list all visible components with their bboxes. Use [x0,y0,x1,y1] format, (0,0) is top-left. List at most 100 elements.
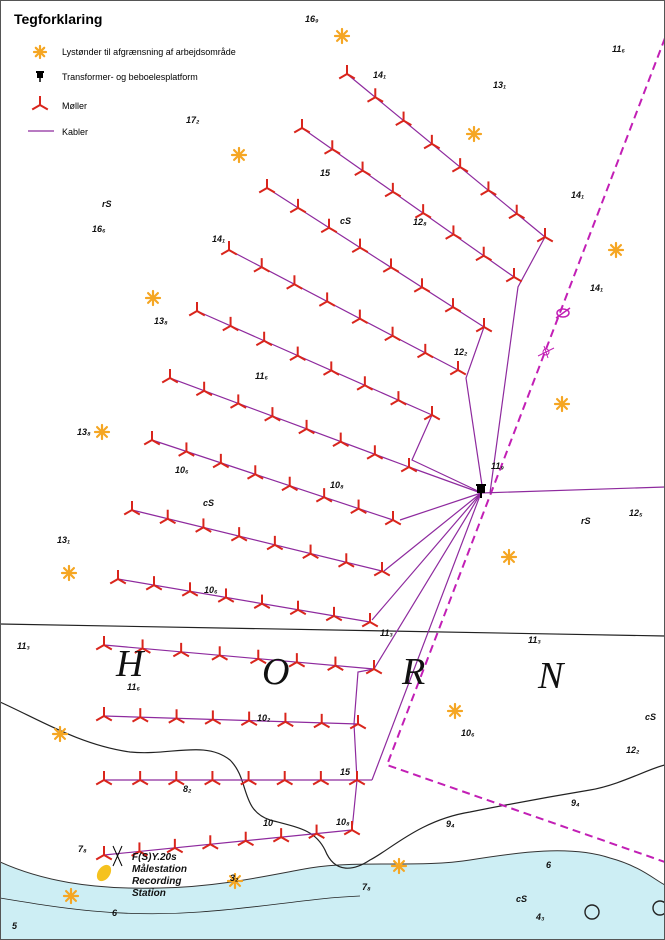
light-buoy-icon [230,146,248,164]
turbine-icon [31,96,49,111]
turbine-icon [505,268,523,283]
depth-label: 15 [340,767,351,777]
turbine-array [95,65,554,861]
turbine-icon [211,646,229,661]
turbine-icon [451,158,469,173]
contour-label: 6 [112,908,118,918]
turbine-icon [266,535,284,551]
place-name-letter: N [537,655,566,697]
turbine-icon [356,376,374,391]
turbine-icon [351,309,369,324]
turbine-icon [204,771,221,786]
turbine-icon [95,771,113,786]
turbine-icon [131,771,149,786]
depth-label: 4₃ [535,912,545,922]
turbine-icon [143,431,161,446]
turbine-icon [302,544,319,559]
legend-label: Transformer- og beboelesplatform [62,72,198,82]
turbine-icon [249,649,267,665]
wreck-icon [555,307,571,319]
turbine-icon [350,499,367,514]
turbine-icon [272,828,290,843]
depth-label: 13₁ [493,80,506,90]
depth-label: 13₈ [77,427,91,437]
depth-label: 10₈ [336,817,350,827]
turbine-icon [145,576,163,591]
rock-icon [584,904,600,920]
turbine-icon [337,553,355,568]
turbine-icon [475,318,493,333]
turbine-icon [123,501,141,516]
station-buoy-icon [96,864,112,882]
turbine-icon [222,316,239,332]
depth-label: 7₈ [362,882,371,892]
recording-station: F(S)Y.20s Målestation Recording Station [96,845,187,899]
contour-label: 6 [546,860,552,870]
turbine-icon [480,181,497,196]
turbine-icon [351,238,369,253]
depth-label: cS [203,498,214,508]
depth-label: 5 [12,921,18,931]
cable-line [103,715,359,725]
turbine-icon [414,204,432,219]
cable-line [351,668,375,831]
depth-label: rS [102,199,112,209]
turbine-icon [240,711,258,726]
turbine-icon [361,613,379,628]
turbine-icon [31,96,49,111]
turbine-icon [166,838,184,854]
turbine-icon [390,391,407,406]
depth-label: 11₃ [380,628,393,638]
turbine-icon [95,846,113,861]
turbine-icon [178,442,195,457]
depth-label: 14₁ [212,234,225,244]
light-buoy-icon [465,125,483,143]
turbine-icon [109,570,127,585]
depth-label: 10₆ [175,465,189,475]
depth-label: 14₁ [590,283,603,293]
depth-label: 8₂ [183,784,192,794]
turbine-icon [286,275,303,290]
turbine-icon [217,588,235,603]
light-buoy-icon [32,44,48,60]
turbine-icon [445,225,462,240]
depth-label: 11₆ [612,44,625,54]
buoy-set [51,27,625,905]
cable-line [131,509,383,572]
turbine-icon [384,326,401,342]
light-buoy-icon [144,289,162,307]
turbine-icon [255,331,273,347]
depth-label: 12₈ [413,217,427,227]
turbine-icon [258,179,276,194]
turbine-icon [323,140,341,155]
turbine-icon [354,161,371,176]
turbine-icon [253,594,271,609]
turbine-icon [131,708,149,723]
station-label: Recording [132,876,181,887]
station-code: F(S)Y.20s [132,852,177,863]
depth-label: 10₆ [204,585,218,595]
turbine-icon [382,258,400,273]
depth-label: 10₂ [257,713,271,723]
turbine-icon [365,660,383,675]
turbine-icon [253,258,271,273]
station-label: Station [132,888,166,899]
turbine-icon [195,518,212,533]
turbine-icon [167,771,185,786]
light-buoy-icon [60,564,78,582]
turbine-icon [293,119,311,134]
light-buoy-icon [553,395,571,413]
turbine-icon [423,134,441,150]
turbine-icon [536,228,554,243]
turbine-icon [348,771,366,786]
legend-label: Lystønder til afgrænsning af arbejdsområ… [62,47,236,57]
transformer-platform-icon [476,484,486,498]
turbine-icon [95,707,113,722]
turbine-icon [230,527,248,542]
turbine-icon [384,511,402,526]
cable-line [169,377,410,468]
turbine-icon [332,432,350,447]
turbine-icon [298,419,315,435]
turbine-icon [220,241,238,256]
turbine-icon [204,710,222,725]
